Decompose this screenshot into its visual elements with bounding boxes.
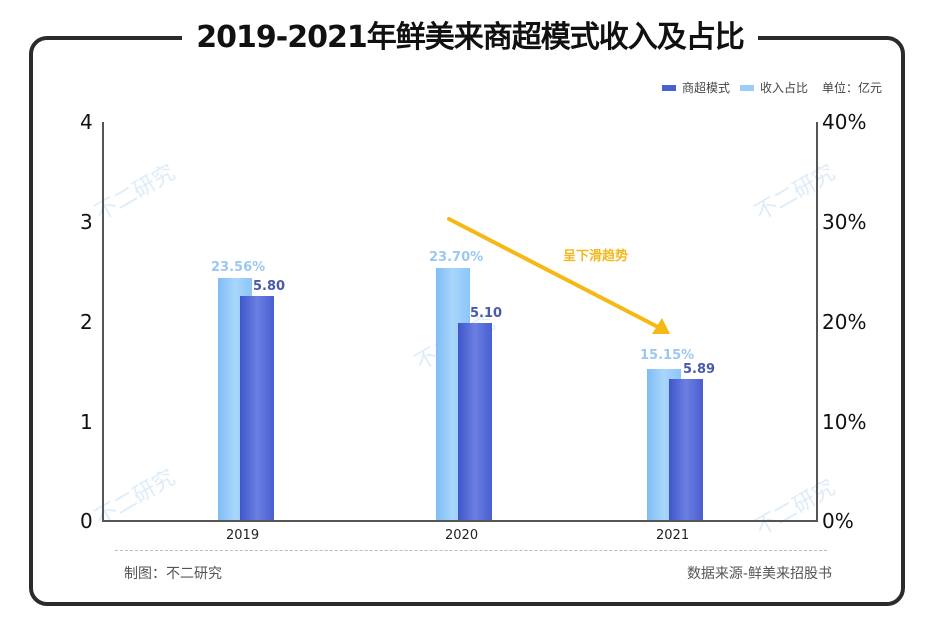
left-tick: 0	[80, 509, 93, 533]
footer-divider	[115, 550, 827, 551]
right-tick: 30%	[822, 210, 867, 234]
x-label-2020: 2020	[445, 528, 479, 543]
revenue-label-2019: 5.80	[253, 279, 286, 294]
share-label-2020: 23.70%	[429, 250, 484, 265]
right-tick: 0%	[822, 509, 854, 533]
right-y-axis	[816, 122, 818, 522]
left-tick: 3	[80, 210, 93, 234]
chart-credit: 制图：不二研究	[124, 566, 222, 582]
right-tick: 40%	[822, 110, 867, 134]
data-source: 数据来源-鲜美来招股书	[686, 566, 832, 582]
x-label-2021: 2021	[656, 528, 690, 543]
left-y-axis	[102, 122, 104, 522]
title-wrap: 2019-2021年鲜美来商超模式收入及占比	[0, 18, 940, 58]
bar-revenue-2021	[669, 379, 703, 520]
x-label-2019: 2019	[226, 528, 260, 543]
share-label-2021: 15.15%	[640, 348, 695, 363]
x-axis	[102, 520, 818, 522]
right-tick: 10%	[822, 410, 867, 434]
trend-annotation: 呈下滑趋势	[563, 249, 629, 264]
left-tick: 2	[80, 310, 93, 334]
unit-label: 单位：亿元	[821, 81, 882, 95]
legend-swatch-share	[739, 84, 754, 91]
legend-label-revenue: 商超模式	[681, 81, 730, 95]
legend-swatch-revenue	[661, 84, 676, 91]
bar-revenue-2019	[240, 296, 274, 520]
chart-title: 2019-2021年鲜美来商超模式收入及占比	[182, 18, 758, 58]
revenue-label-2021: 5.89	[683, 362, 716, 377]
left-tick: 1	[80, 410, 93, 434]
legend-label-share: 收入占比	[759, 81, 808, 95]
share-label-2019: 23.56%	[211, 260, 266, 275]
left-tick: 4	[80, 110, 93, 134]
right-tick: 20%	[822, 310, 867, 334]
legend: 商超模式 收入占比 单位：亿元	[661, 79, 882, 96]
bar-revenue-2020	[458, 323, 492, 520]
revenue-label-2020: 5.10	[470, 306, 503, 321]
